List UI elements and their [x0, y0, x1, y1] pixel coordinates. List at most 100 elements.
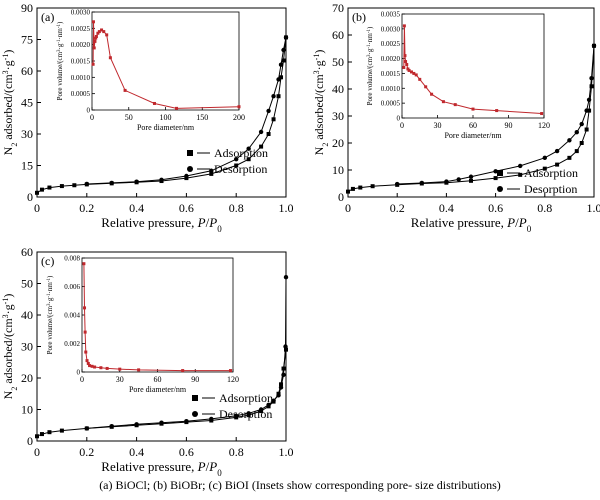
inset-data-point [402, 24, 406, 28]
inset-data-point [181, 369, 185, 373]
y-tick-label: 70 [332, 1, 344, 15]
data-point-square [35, 190, 39, 195]
inset-x-tick-label: 60 [469, 121, 477, 130]
y-tick-label: 20 [332, 136, 344, 150]
x-tick-label: 0 [34, 445, 40, 459]
inset-data-point [403, 54, 407, 58]
y-tick-label: 0 [27, 434, 33, 448]
legend-marker-circle [187, 166, 193, 172]
x-tick-label: 0 [345, 201, 351, 215]
y-axis-label: N2 adsorbed/(cm3·g-1) [1, 50, 19, 156]
inset-y-axis-label: Pore volume/(cm3·g-1·nm-1) [56, 21, 64, 100]
data-point-circle [84, 181, 90, 187]
y-tick-label: 10 [332, 163, 344, 177]
inset-data-point [152, 101, 156, 105]
data-point-square [587, 108, 592, 113]
inset-data-point [93, 39, 97, 43]
inset-chart: 0 50 100 150 200 0 0.0005 0.0010 0.0015 0.0020 0.0… [56, 9, 245, 133]
data-point-circle [271, 398, 276, 403]
data-point-square [209, 171, 214, 176]
x-tick-label: 0.6 [179, 201, 194, 215]
inset-data-point [105, 33, 109, 37]
inset-chart: 0 30 60 90 120 0 0.0005 0.0010 0.0015 0.0020 0.002… [366, 11, 550, 141]
inset-frame [401, 13, 545, 119]
inset-y-tick-label: 0.0030 [71, 9, 91, 17]
inset-x-axis-label: Pore diameter/nm [137, 123, 195, 132]
data-point-circle [584, 108, 589, 113]
x-tick-label: 0.6 [179, 445, 194, 459]
legend-label: Adsorption [214, 146, 268, 160]
data-point-circle [184, 418, 189, 424]
data-point-square [542, 166, 547, 171]
data-point-square [47, 185, 52, 190]
inset-data-point [102, 30, 106, 34]
data-point-square [234, 163, 239, 168]
inset-x-tick-label: 0 [90, 113, 94, 122]
inset-data-point [441, 100, 445, 104]
inset-data-point [86, 361, 90, 365]
inset-x-tick-label: 60 [154, 375, 162, 384]
plot-frame [347, 7, 595, 198]
data-point-circle [589, 76, 594, 81]
inset-data-point [94, 35, 98, 38]
inset-y-tick-label: 0.0015 [71, 58, 91, 66]
inset-data-point [88, 364, 92, 368]
chart-panel-2: 0 0.2 0.4 0.6 0.8 1.0 0 10 20 30 40 50 60 70 (b) Relati… [312, 1, 600, 234]
data-point-square [246, 157, 251, 162]
y-tick-label: 10 [21, 403, 33, 417]
data-point-circle [209, 168, 214, 173]
inset-y-axis-label: Pore volume/(cm3·g-1·nm-1) [366, 26, 374, 105]
data-point-square [493, 176, 498, 181]
data-point-square [518, 172, 523, 177]
x-tick-label: 0.6 [488, 201, 503, 215]
inset-data-point [123, 88, 127, 92]
y-tick-label: 0 [338, 190, 344, 204]
inset-data-point [453, 103, 457, 107]
data-point-circle [281, 47, 286, 53]
data-point-square [555, 162, 560, 167]
inset-data-point [118, 367, 122, 371]
data-point-circle [109, 423, 114, 429]
inset-x-tick-label: 90 [505, 121, 513, 130]
data-point-circle [184, 173, 189, 179]
data-point-circle [258, 407, 264, 412]
series-line [36, 37, 287, 194]
panel-label: (c) [41, 254, 54, 268]
inset-x-tick-label: 0 [80, 375, 84, 384]
legend-label: Desorption [524, 182, 577, 196]
inset-data-point [430, 92, 434, 96]
data-point-circle [518, 163, 523, 169]
data-point-circle [579, 121, 584, 127]
chart-panel-1: 0 0.2 0.4 0.6 0.8 1.0 0 15 30 45 60 75 90 (a) Relative… [1, 1, 294, 234]
inset-data-point [84, 350, 88, 354]
inset-data-point [99, 366, 103, 370]
legend-item-desorption: Desorption [497, 182, 577, 196]
y-tick-label: 30 [21, 127, 33, 141]
inset-data-point [407, 68, 411, 72]
inset-x-axis-label: Pore diameter/nm [444, 131, 502, 140]
inset-data-point [418, 77, 422, 81]
data-point-square [346, 189, 350, 194]
inset-data-point [91, 20, 95, 24]
data-point-square [469, 178, 473, 183]
data-point-circle [234, 413, 239, 418]
data-point-square [574, 149, 579, 154]
inset-y-tick-label: 0.0005 [71, 90, 91, 98]
data-point-circle [159, 177, 164, 182]
inset-y-tick-label: 0.0030 [381, 25, 401, 33]
x-tick-label: 0.8 [537, 201, 552, 215]
inset-data-point [83, 330, 87, 334]
data-point-circle [281, 372, 286, 378]
inset-y-tick-label: 0.006 [64, 283, 80, 291]
data-point-circle [574, 130, 579, 135]
inset-y-tick-label: 0.0015 [381, 70, 401, 78]
data-point-square [281, 58, 286, 63]
data-point-square [284, 347, 288, 352]
series-desorption [395, 43, 597, 187]
inset-data-point [540, 112, 544, 116]
data-point-square [59, 428, 64, 433]
data-point-square [589, 84, 594, 89]
inset-data-point [471, 107, 475, 111]
inset-y-tick-label: 0.0010 [381, 85, 401, 93]
data-point-circle [234, 157, 239, 162]
